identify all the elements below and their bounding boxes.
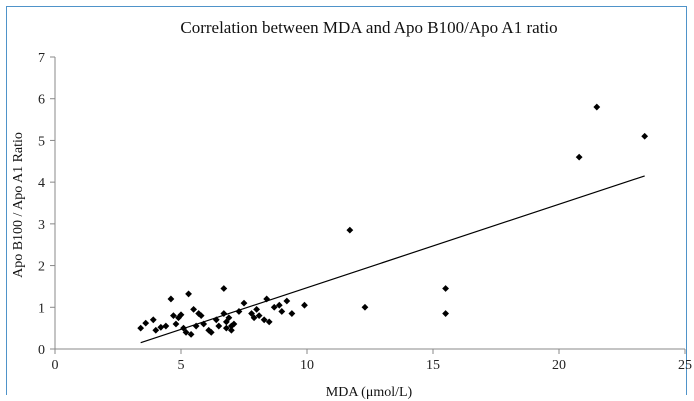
y-tick-label: 6 [38, 93, 45, 108]
y-axis-label: Apo B100 / Apo A1 Ratio [11, 132, 26, 278]
data-point [278, 308, 286, 315]
data-point [288, 310, 296, 317]
x-tick-label: 0 [52, 358, 59, 373]
data-point [225, 314, 233, 322]
data-point [265, 318, 273, 326]
data-point [157, 323, 165, 331]
data-point [575, 153, 583, 161]
data-point [248, 310, 255, 317]
y-tick-label: 7 [38, 51, 45, 66]
data-point [215, 322, 223, 330]
y-tick-label: 1 [38, 301, 45, 316]
data-point [263, 295, 271, 303]
data-point [260, 316, 268, 324]
chart-title: Correlation between MDA and Apo B100/Apo… [180, 18, 557, 37]
data-point [253, 305, 260, 313]
data-point [275, 301, 283, 309]
x-tick-label: 25 [678, 358, 692, 373]
data-point [235, 308, 243, 315]
data-point [641, 132, 649, 140]
x-axis-label: MDA (μmol/L) [326, 385, 413, 400]
data-point [197, 312, 205, 320]
data-point [442, 285, 449, 292]
data-point [137, 324, 145, 332]
x-tick-label: 10 [300, 358, 314, 373]
y-tick-label: 3 [38, 218, 45, 233]
axes: 0 5 10 15 20 25 0 1 2 3 4 5 6 7 [38, 51, 692, 373]
data-point [442, 310, 449, 317]
data-point [220, 285, 228, 292]
data-point [212, 316, 220, 324]
data-point [187, 331, 195, 338]
data-point [593, 103, 601, 111]
data-point [167, 295, 175, 303]
data-point [222, 324, 230, 332]
data-point [162, 322, 170, 330]
data-point [220, 310, 228, 317]
data-point [192, 322, 200, 330]
y-tick-label: 2 [38, 260, 45, 275]
data-point [175, 314, 182, 322]
data-point [250, 314, 258, 322]
y-tick-label: 0 [38, 343, 45, 358]
data-point [172, 320, 180, 328]
data-point [270, 303, 278, 311]
data-point [182, 328, 190, 336]
data-point [149, 316, 157, 324]
data-point [142, 319, 150, 327]
x-tick-label: 15 [426, 358, 440, 373]
x-tick-label: 20 [552, 358, 566, 373]
data-point [170, 312, 177, 320]
data-point [230, 320, 238, 328]
data-point [152, 326, 160, 334]
data-point [200, 320, 208, 328]
data-point [190, 305, 197, 313]
data-point [177, 311, 185, 319]
data-point [346, 226, 354, 234]
data-point [185, 290, 192, 298]
data-point [205, 326, 213, 334]
y-tick-label: 5 [38, 134, 45, 149]
chart-frame [6, 6, 687, 395]
x-tick-label: 5 [178, 358, 185, 373]
data-point [255, 312, 263, 320]
data-point [361, 303, 369, 311]
data-point [301, 301, 308, 309]
data-point [240, 299, 248, 307]
data-point [283, 297, 291, 305]
data-point [228, 326, 235, 334]
data-point [207, 328, 215, 336]
y-tick-label: 4 [38, 176, 45, 191]
data-points [137, 103, 649, 338]
